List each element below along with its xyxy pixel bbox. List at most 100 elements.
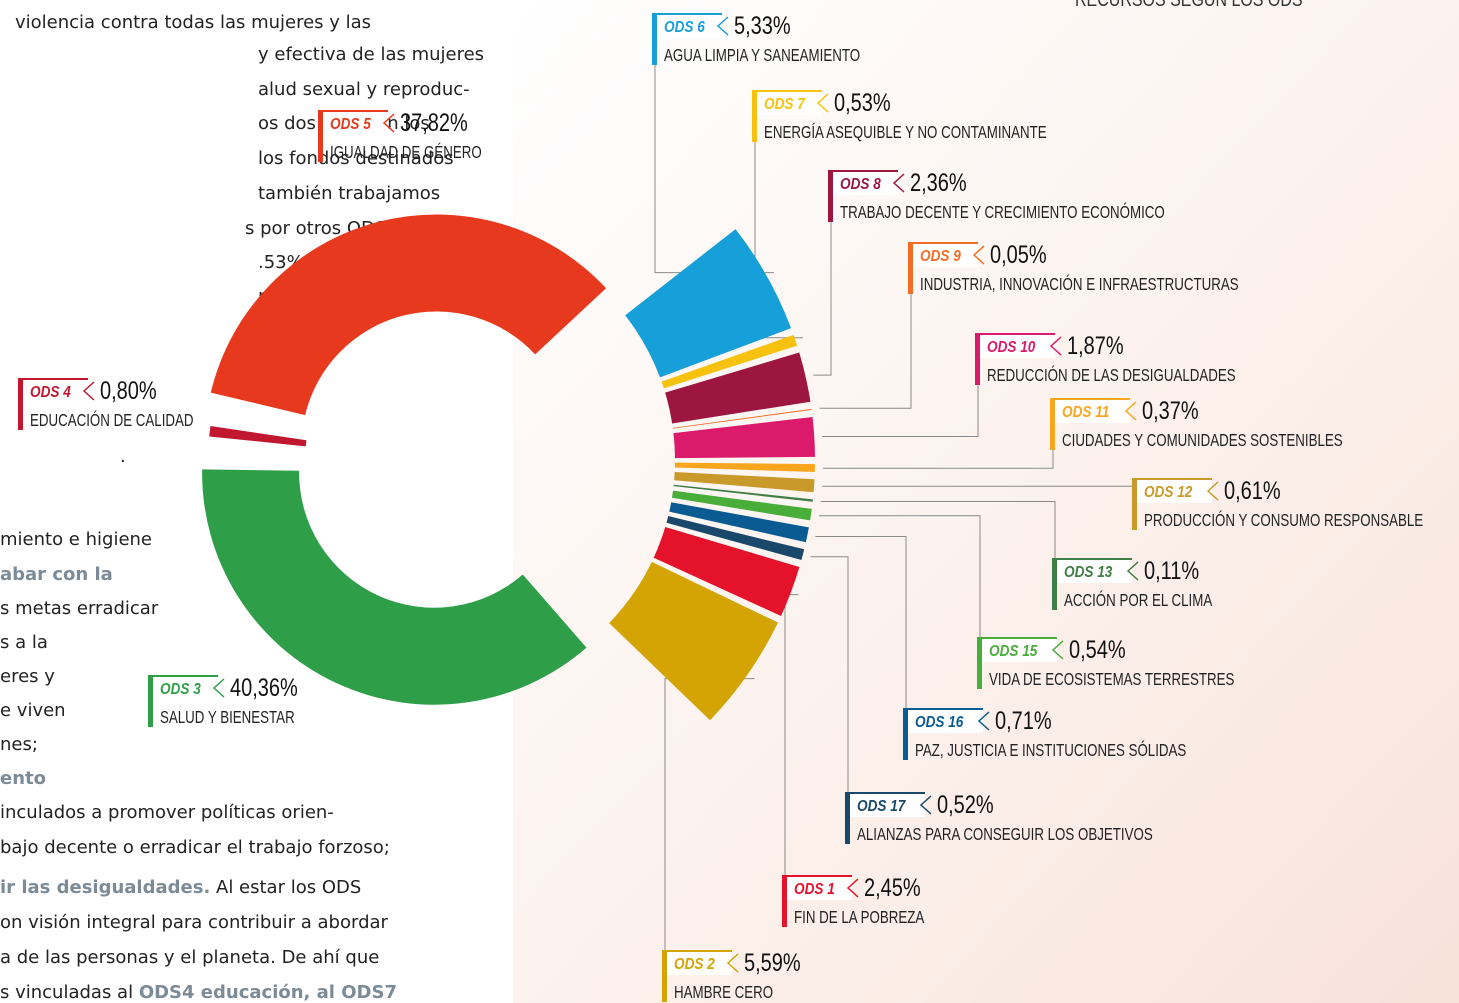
ods-tag: ODS 7 <box>764 96 805 113</box>
body-text-line: también trabajamos <box>258 183 440 204</box>
flag-chevron <box>382 113 395 133</box>
body-text-bold: abar con la <box>0 564 113 585</box>
ods-tag: ODS 11 <box>1062 404 1109 421</box>
body-text-run: s vinculadas al <box>0 982 139 1003</box>
ods-tag: ODS 1 <box>794 881 835 898</box>
body-text-run: nes; <box>0 734 38 755</box>
body-text-line: e viven <box>0 700 66 721</box>
body-text-line: nes; <box>0 734 38 755</box>
body-text-run: alud sexual y reproduc- <box>258 79 470 100</box>
flag-box <box>913 242 978 267</box>
flag-pole <box>908 242 913 294</box>
body-text-run: a de las personas y el planeta. De ahí q… <box>0 947 379 968</box>
flag-pole <box>662 950 667 1002</box>
leader-line <box>822 385 979 437</box>
flag-chevron <box>892 173 905 193</box>
donut-segment <box>673 417 815 459</box>
flag-chevron <box>919 795 932 815</box>
value-label: 0,54% <box>1069 636 1126 664</box>
body-text-run: on visión integral para contribuir a abo… <box>0 912 389 933</box>
leader-line <box>820 500 1056 558</box>
donut-segment <box>666 515 805 561</box>
flag-box <box>980 333 1055 358</box>
body-text-line: abar con la <box>0 564 113 585</box>
flag-chevron <box>212 678 225 698</box>
value-label: 0,37% <box>1142 397 1199 425</box>
value-label: 5,59% <box>744 949 801 977</box>
flag-chevron <box>716 16 729 36</box>
flag-box <box>323 110 388 135</box>
category-label: ACCIÓN POR EL CLIMA <box>1064 589 1213 611</box>
flag-pole <box>18 378 23 430</box>
flag-pole <box>1050 398 1055 450</box>
ods-tag: ODS 5 <box>330 116 371 133</box>
flag-pole <box>652 13 657 65</box>
flag-pole <box>318 110 323 162</box>
flag-pole <box>845 792 850 844</box>
donut-segment <box>673 484 813 502</box>
category-label: SALUD Y BIENESTAR <box>160 708 295 727</box>
flag-chevron <box>846 878 859 898</box>
body-text-line: s a la <box>0 632 48 653</box>
body-text-line: alud sexual y reproduc- <box>258 79 470 100</box>
body-text-line: los fondos destinados <box>258 148 454 169</box>
body-text-line: inculados a promover políticas orien- <box>0 802 334 823</box>
body-text-line: s vinculadas al ODS4 educación, al ODS7 <box>0 982 397 1003</box>
body-text-bold: ir las desigualdades. <box>0 877 210 898</box>
category-label: INDUSTRIA, INNOVACIÓN E INFRAESTRUCTURAS <box>920 273 1239 295</box>
donut-segment <box>625 229 792 378</box>
category-label: ALIANZAS PARA CONSEGUIR LOS OBJETIVOS <box>857 825 1153 844</box>
body-text-run: y efectiva de las mujeres <box>258 44 484 65</box>
flag-chevron <box>1124 401 1137 421</box>
body-text-line: s metas erradicar <box>0 598 159 619</box>
body-text-line: violencia contra todas las mujeres y las <box>15 12 371 33</box>
body-text-run: violencia contra todas las mujeres y las <box>15 12 371 33</box>
body-text-run: eres y <box>0 666 55 687</box>
ods-tag: ODS 10 <box>987 339 1036 356</box>
leader-line <box>815 535 907 708</box>
flag-chevron <box>1051 640 1064 660</box>
body-text-run: s a la <box>0 632 48 653</box>
leader-line <box>813 222 832 376</box>
ods-tag: ODS 8 <box>840 176 881 193</box>
flag-chevron <box>972 245 985 265</box>
ods-tag: ODS 16 <box>915 714 964 731</box>
flag-box <box>657 13 722 38</box>
donut-segment <box>202 469 587 705</box>
donut-segment <box>671 490 812 521</box>
heading: RECURSOS SEGÚN LOS ODS <box>1075 0 1303 10</box>
body-text-bold: ODS4 educación, al ODS7 <box>139 982 397 1003</box>
donut-segment <box>674 472 815 493</box>
body-text-bold: ento <box>0 768 46 789</box>
value-label: 0,61% <box>1224 477 1281 505</box>
body-text-line: . <box>120 446 126 467</box>
body-text-line: on visión integral para contribuir a abo… <box>0 912 389 933</box>
value-label: 0,52% <box>937 791 994 819</box>
flag-pole <box>752 90 757 142</box>
ods-tag: ODS 13 <box>1064 564 1113 581</box>
category-label: EDUCACIÓN DE CALIDAD <box>30 409 194 431</box>
ods-tag: ODS 3 <box>160 681 201 698</box>
donut-segment <box>209 425 307 447</box>
flag-box <box>1057 558 1132 583</box>
value-label: 40,36% <box>230 674 298 702</box>
value-label: 0,71% <box>995 707 1052 735</box>
flag-box <box>1137 478 1212 503</box>
flag-pole <box>977 637 982 689</box>
flag-chevron <box>1126 561 1139 581</box>
flag-pole <box>903 708 908 760</box>
donut-segment <box>674 462 815 473</box>
flag-box <box>833 170 898 195</box>
category-label: HAMBRE CERO <box>674 983 773 1002</box>
ods-tag: ODS 15 <box>989 643 1038 660</box>
leader-line <box>810 556 849 792</box>
ods-tag: ODS 12 <box>1144 484 1193 501</box>
category-label: CIUDADES Y COMUNIDADES SOSTENIBLES <box>1062 431 1343 450</box>
body-text-line: eres y <box>0 666 55 687</box>
category-label: PRODUCCIÓN Y CONSUMO RESPONSABLE <box>1144 509 1423 531</box>
body-text-run: los fondos destinados <box>258 148 454 169</box>
flag-pole <box>148 675 153 727</box>
value-label: 2,45% <box>864 874 921 902</box>
flag-pole <box>1052 558 1057 610</box>
ods-tag: ODS 2 <box>674 956 715 973</box>
